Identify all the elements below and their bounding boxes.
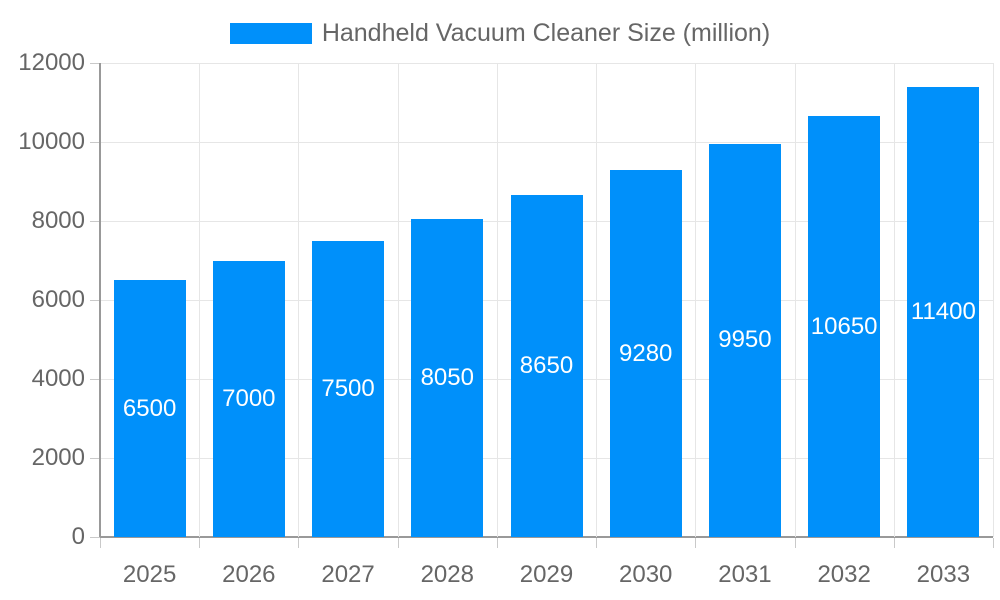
bar-2031[interactable]: 9950	[708, 143, 781, 537]
x-axis-tick-mark	[893, 538, 895, 548]
y-axis-tick-mark	[90, 379, 100, 380]
gridline-horizontal	[100, 142, 993, 143]
x-axis-tick-mark	[100, 538, 101, 548]
gridline-vertical	[199, 63, 201, 537]
x-axis-tick-mark	[695, 538, 697, 548]
gridline-vertical	[496, 63, 498, 537]
y-axis-tick-mark	[90, 537, 100, 538]
gridline-vertical	[596, 63, 598, 537]
x-axis-tick-label: 2028	[420, 561, 474, 588]
bar-value-label: 10650	[810, 312, 878, 340]
x-axis-tick-mark	[397, 538, 399, 548]
legend-label: Handheld Vacuum Cleaner Size (million)	[321, 18, 771, 47]
y-axis-tick-mark	[90, 458, 100, 459]
bar-2028[interactable]: 8050	[411, 219, 484, 537]
bar-2026[interactable]: 7000	[212, 260, 285, 537]
y-axis-tick-label: 2000	[31, 444, 85, 471]
y-axis-tick-label: 12000	[18, 49, 85, 76]
x-axis-tick-mark	[993, 538, 994, 548]
bar-2032[interactable]: 10650	[808, 116, 881, 537]
gridline-vertical	[893, 63, 895, 537]
x-axis-tick-label: 2025	[122, 561, 177, 588]
gridline-vertical	[397, 63, 399, 537]
x-axis-line	[100, 536, 993, 538]
y-axis-tick-label: 10000	[18, 128, 85, 155]
bar-value-label: 8650	[519, 352, 574, 380]
y-axis-tick-mark	[90, 300, 100, 301]
x-axis-tick-label: 2030	[619, 561, 673, 588]
gridline-vertical	[695, 63, 697, 537]
x-axis-tick-label: 2029	[519, 561, 574, 588]
bar-value-label: 6500	[122, 394, 177, 422]
legend-item[interactable]: Handheld Vacuum Cleaner Size (million)	[0, 19, 1000, 47]
y-axis-tick-label: 6000	[31, 286, 85, 313]
y-axis-tick-mark	[90, 142, 100, 143]
bar-value-label: 8050	[420, 364, 474, 391]
bar-2025[interactable]: 6500	[113, 280, 186, 537]
x-axis-tick-label: 2033	[916, 561, 971, 588]
x-axis-tick-label: 2032	[817, 561, 871, 588]
x-axis-tick-mark	[794, 538, 796, 548]
gridline-vertical	[993, 63, 994, 537]
bar-value-label: 11400	[910, 297, 976, 325]
bar-value-label: 7500	[321, 374, 375, 402]
bar-2033[interactable]: 11400	[907, 86, 980, 537]
y-axis-tick-label: 8000	[31, 207, 85, 234]
y-axis-line	[99, 63, 101, 537]
y-axis-tick-mark	[90, 221, 100, 222]
bar-2029[interactable]: 8650	[510, 195, 583, 537]
y-axis-tick-mark	[90, 63, 100, 64]
bar-2030[interactable]: 9280	[609, 170, 682, 537]
y-axis-tick-label: 0	[71, 523, 85, 550]
x-axis-tick-label: 2026	[222, 561, 276, 588]
x-axis-tick-mark	[496, 538, 498, 548]
x-axis-tick-label: 2031	[718, 561, 772, 588]
bar-value-label: 7000	[222, 384, 276, 412]
bar-value-label: 9280	[619, 339, 673, 367]
bar-value-label: 9950	[718, 326, 772, 354]
bar-2027[interactable]: 7500	[312, 240, 385, 537]
x-axis-tick-mark	[596, 538, 598, 548]
x-axis-tick-mark	[199, 538, 201, 548]
gridline-vertical	[298, 63, 300, 537]
y-axis-tick-label: 4000	[31, 365, 85, 392]
x-axis-tick-label: 2027	[321, 561, 375, 588]
x-axis-tick-mark	[298, 538, 300, 548]
legend-swatch	[229, 22, 312, 44]
gridline-vertical	[794, 63, 796, 537]
gridline-horizontal	[100, 63, 993, 64]
